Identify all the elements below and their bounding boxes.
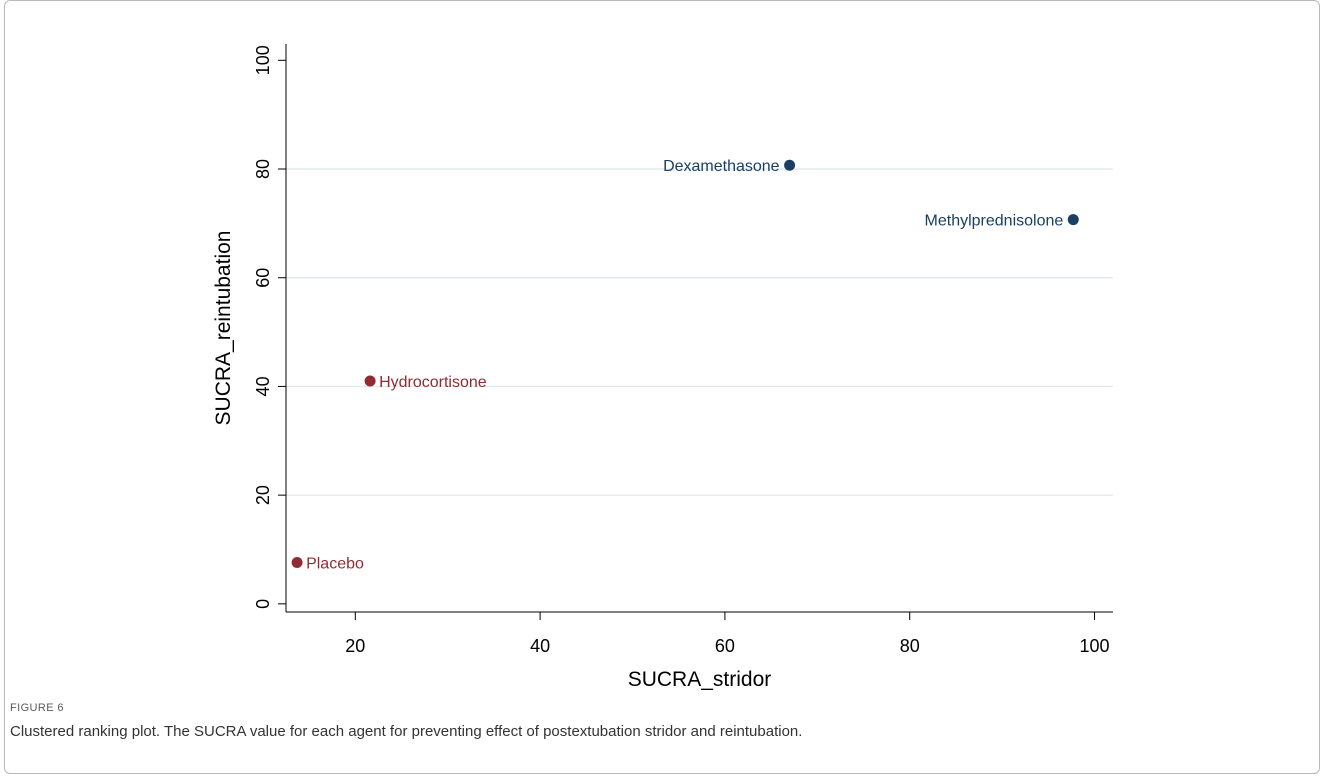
axes (285, 44, 1113, 613)
x-tick-label: 80 (900, 636, 920, 656)
y-tick-label: 0 (253, 599, 273, 609)
x-tick-label: 40 (530, 636, 550, 656)
data-point-dexamethasone (784, 159, 796, 171)
x-axis-title: SUCRA_stridor (628, 668, 772, 691)
y-tick-label: 20 (253, 485, 273, 505)
data-point-hydrocortisone (364, 375, 376, 387)
point-label: Hydrocortisone (379, 374, 487, 391)
scatter-chart: 0 20 40 60 80 100 20 40 60 80 100 Dexamethasone Met… (212, 44, 1113, 691)
x-tick-label: 100 (1079, 636, 1109, 656)
x-tick-label: 60 (715, 636, 735, 656)
y-tick-label: 60 (253, 268, 273, 288)
point-label: Methylprednisolone (925, 213, 1064, 230)
gridlines (286, 168, 1113, 496)
figure-label: FIGURE 6 (10, 702, 64, 714)
data-points: Dexamethasone Methylprednisolone Hydrocort… (291, 158, 1079, 573)
data-point-methylprednisolone (1067, 214, 1079, 226)
y-axis-title: SUCRA_reintubation (212, 231, 235, 426)
data-point-placebo (291, 557, 303, 569)
point-label: Dexamethasone (663, 158, 780, 175)
y-tick-label: 40 (253, 376, 273, 396)
y-tick-label: 80 (253, 159, 273, 179)
x-tick-label: 20 (345, 636, 365, 656)
point-label: Placebo (306, 556, 364, 573)
tick-marks: 0 20 40 60 80 100 20 40 60 80 100 (253, 45, 1110, 656)
figure-caption: Clustered ranking plot. The SUCRA value … (10, 723, 803, 740)
y-tick-label: 100 (253, 45, 273, 75)
